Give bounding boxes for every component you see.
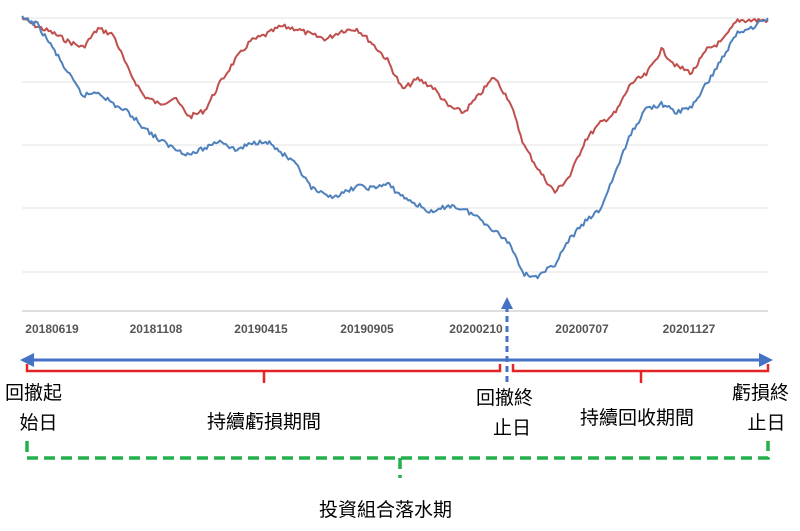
x-tick-labels: 20180619 20181108 20190415 20190905 20200210… <box>25 322 715 336</box>
loss-period-bracket <box>25 364 502 383</box>
recovery-period-bracket <box>511 364 770 383</box>
drawdown-end-line1: 回撤終 <box>476 387 534 409</box>
drawdown-start-line2: 始日 <box>19 412 58 434</box>
loss-end-line1: 虧損終 <box>732 382 790 404</box>
x-tick-label: 20180619 <box>25 322 79 336</box>
x-tick-label: 20190905 <box>340 322 394 336</box>
continued-loss-label: 持續虧損期間 <box>207 411 322 433</box>
series-group <box>21 15 769 280</box>
timeline-arrow-right-head <box>759 353 773 367</box>
series-line-1 <box>21 17 769 194</box>
drawdown-end-line2: 止日 <box>493 417 532 439</box>
trough-marker-arrowhead <box>501 297 513 309</box>
x-tick-label: 20200210 <box>449 322 503 336</box>
x-tick-label: 20181108 <box>130 322 183 336</box>
drawdown-start-label: 回撤起 始日 <box>5 378 62 438</box>
loss-end-line2: 止日 <box>747 412 786 434</box>
drawdown-end-label: 回撤終 止日 <box>476 383 533 443</box>
x-tick-label: 20190415 <box>234 322 288 336</box>
grid-lines <box>22 17 768 273</box>
underwater-label: 投資組合落水期 <box>319 499 453 521</box>
drawdown-start-line1: 回撤起 <box>5 382 63 404</box>
timeline-arrow-left-head <box>20 353 34 367</box>
loss-end-label: 虧損終 止日 <box>732 378 789 438</box>
recovery-label: 持續回收期間 <box>580 407 695 429</box>
x-tick-label: 20200707 <box>555 322 609 336</box>
series-line-2 <box>21 15 769 280</box>
underwater-period-bracket <box>25 441 770 478</box>
x-tick-label: 20201127 <box>663 322 716 336</box>
